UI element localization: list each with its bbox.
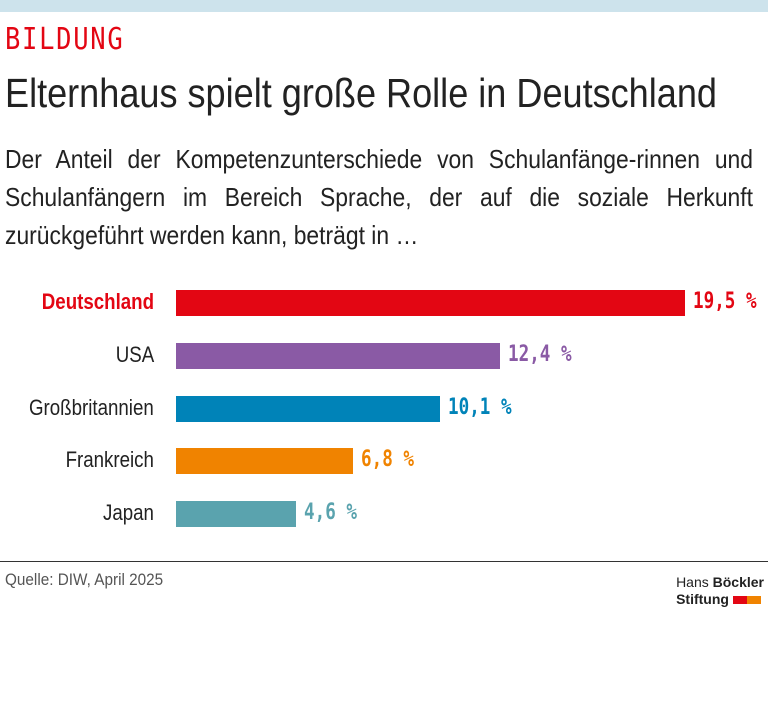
bar-japan bbox=[176, 501, 297, 527]
hans-boeckler-logo: Hans Böckler Stiftung bbox=[676, 574, 764, 607]
value-label: 10,1 % bbox=[447, 395, 512, 420]
category-label: USA bbox=[115, 342, 154, 367]
chart-subtitle: Der Anteil der Kompetenzunterschiede von… bbox=[5, 144, 753, 250]
value-label: 19,5 % bbox=[693, 289, 757, 314]
category-label: Japan bbox=[103, 500, 154, 525]
value-label: 6,8 % bbox=[361, 447, 415, 472]
bar-frankreich bbox=[176, 448, 354, 474]
value-label: 12,4 % bbox=[507, 342, 572, 367]
divider bbox=[0, 561, 768, 562]
bar-usa bbox=[176, 343, 500, 369]
value-label: 4,6 % bbox=[304, 500, 358, 525]
bar-großbritannien bbox=[176, 396, 440, 422]
category-label: Frankreich bbox=[65, 447, 154, 472]
top-band bbox=[0, 0, 768, 12]
source-note: Quelle: DIW, April 2025 bbox=[5, 570, 164, 589]
bar-deutschland bbox=[176, 290, 685, 316]
category-label: Deutschland bbox=[41, 289, 154, 314]
chart-title: Elternhaus spielt große Rolle in Deutsch… bbox=[5, 70, 717, 116]
kicker: BILDUNG bbox=[5, 22, 125, 57]
category-label: Großbritannien bbox=[29, 395, 154, 420]
